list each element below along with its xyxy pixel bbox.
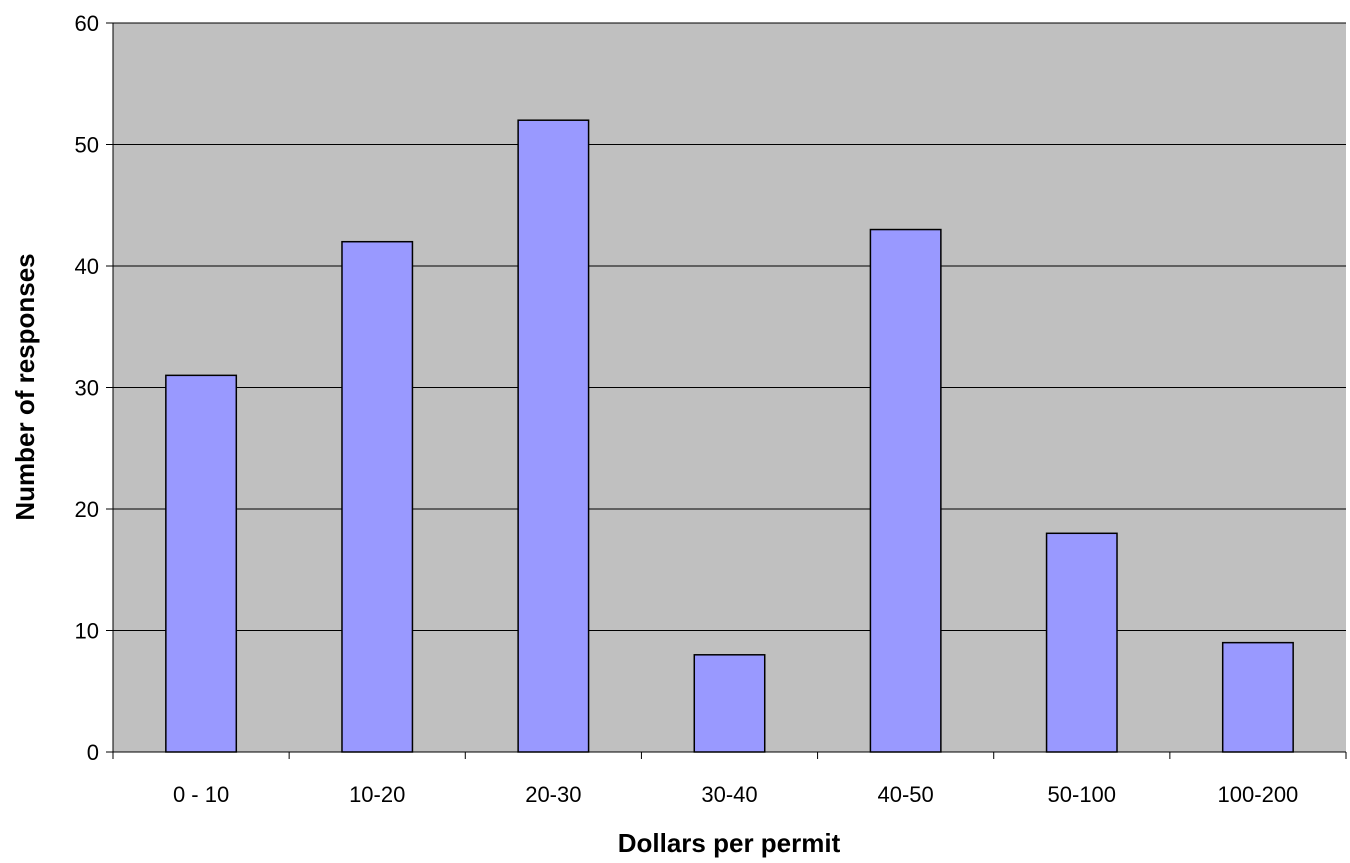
bar-1 — [165, 374, 238, 753]
grid-lines — [113, 22, 1346, 631]
x-tick-label: 50-100 — [1048, 782, 1117, 807]
x-axis-ticks: 0 - 10 10-20 20-30 30-40 40-50 50-100 100-200 — [112, 752, 1347, 807]
bar-5 — [869, 228, 942, 753]
bars — [165, 119, 1294, 753]
y-tick-label: 60 — [75, 11, 99, 36]
x-tick-label: 100-200 — [1218, 782, 1299, 807]
x-tick-label: 30-40 — [701, 782, 757, 807]
bar-7 — [1221, 641, 1294, 753]
x-axis-title: Dollars per permit — [618, 828, 841, 858]
y-tick-label: 30 — [75, 376, 99, 401]
y-tick-label: 0 — [87, 740, 99, 765]
y-tick-label: 10 — [75, 619, 99, 644]
y-tick-label: 50 — [75, 133, 99, 158]
x-tick-label: 20-30 — [525, 782, 581, 807]
y-axis-ticks: 0 10 20 30 40 50 60 — [75, 11, 113, 765]
x-tick-label: 10-20 — [349, 782, 405, 807]
y-tick-label: 40 — [75, 254, 99, 279]
bar-3 — [517, 119, 590, 753]
bar-6 — [1045, 532, 1118, 753]
x-tick-label: 40-50 — [878, 782, 934, 807]
bar-4 — [693, 654, 766, 753]
y-axis-title: Number of responses — [10, 253, 40, 520]
y-tick-label: 20 — [75, 497, 99, 522]
x-tick-label: 0 - 10 — [173, 782, 229, 807]
bar-2 — [341, 240, 414, 753]
